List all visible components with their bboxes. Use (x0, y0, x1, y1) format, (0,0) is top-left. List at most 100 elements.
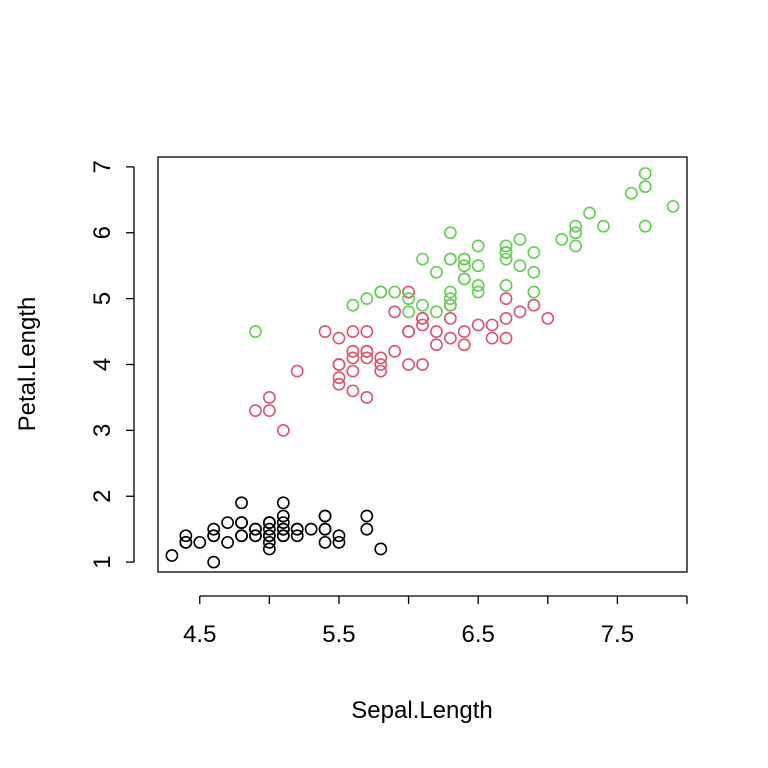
scatter-point (249, 529, 262, 543)
scatter-point (276, 522, 290, 536)
scatter-point (318, 509, 332, 523)
scatter-point (499, 311, 513, 325)
scatter-point (499, 331, 513, 345)
scatter-point (527, 285, 541, 299)
scatter-point (332, 358, 346, 371)
scatter-point (527, 265, 541, 279)
scatter-point (499, 252, 513, 266)
scatter-point (443, 331, 457, 345)
scatter-point (262, 391, 276, 404)
scatter-point (471, 259, 485, 273)
scatter-point (360, 391, 374, 404)
scatter-point (276, 423, 290, 437)
scatter-point (179, 529, 193, 543)
scatter-point (262, 516, 276, 529)
scatter-point (471, 279, 485, 292)
plot-frame (157, 156, 688, 573)
scatter-point (165, 549, 179, 562)
y-tick-label: 3 (89, 424, 116, 437)
scatter-point (527, 246, 541, 259)
scatter-point (569, 219, 583, 233)
scatter-point (430, 325, 443, 338)
scatter-point (499, 279, 513, 292)
scatter-point (332, 535, 346, 549)
scatter-point (638, 167, 652, 180)
scatter-point (624, 186, 638, 200)
scatter-point (374, 542, 388, 556)
y-tick-label: 7 (89, 160, 116, 173)
scatter-point (276, 509, 290, 523)
y-axis-label: Petal.Length (14, 297, 41, 432)
scatter-point (346, 298, 360, 312)
scatter-point (443, 226, 457, 240)
scatter-point (360, 344, 374, 358)
scatter-point (638, 180, 652, 194)
scatter-point (235, 516, 248, 529)
scatter-point (332, 377, 346, 391)
scatter-point (583, 206, 596, 220)
y-axis: 1 2 3 4 5 6 7 (89, 160, 135, 569)
scatter-point (416, 252, 429, 266)
scatter-point (207, 522, 221, 536)
scatter-point (221, 516, 235, 529)
scatter-point (262, 542, 276, 556)
scatter-point (332, 529, 346, 543)
scatter-point (638, 219, 652, 233)
scatter-point (597, 219, 610, 233)
scatter-point (402, 325, 415, 338)
scatter-point (457, 252, 471, 266)
scatter-point (360, 351, 374, 365)
y-tick-label: 1 (89, 555, 116, 568)
x-tick-label: 7.5 (601, 621, 634, 648)
scatter-point (443, 311, 457, 325)
scatter-point (346, 351, 360, 365)
y-tick-label: 5 (89, 292, 116, 305)
scatter-point (276, 516, 290, 529)
scatter-point (457, 259, 471, 273)
scatter-point (262, 522, 276, 536)
scatter-point (402, 358, 415, 371)
scatter-point (304, 522, 318, 536)
scatter-point (346, 364, 360, 378)
scatter-point (402, 292, 415, 306)
scatter-point (374, 351, 388, 365)
scatter-point (416, 318, 429, 332)
scatter-point (485, 331, 499, 345)
scatter-point (193, 535, 207, 549)
scatter-point (416, 358, 429, 371)
x-tick-label: 5.5 (322, 621, 355, 648)
scatter-point (262, 404, 276, 418)
scatter-point (346, 384, 360, 398)
scatter-point (318, 325, 332, 338)
scatter-point (443, 292, 457, 306)
scatter-point (262, 529, 276, 543)
scatter-point (430, 338, 443, 352)
scatter-point (541, 311, 555, 325)
scatter-point (416, 298, 429, 312)
scatter-point (360, 292, 374, 306)
scatter-point (221, 535, 235, 549)
scatter-point (207, 529, 221, 543)
scatter-point (402, 305, 415, 319)
scatter-point (527, 298, 541, 312)
scatter-point (374, 358, 388, 371)
scatter-point (513, 232, 527, 246)
scatter-point (290, 364, 304, 378)
scatter-point (388, 305, 402, 319)
scatter-point (430, 265, 443, 279)
scatter-point (276, 529, 290, 543)
scatter-point (499, 246, 513, 259)
x-tick-label: 4.5 (183, 621, 216, 648)
scatter-point (332, 371, 346, 385)
scatter-point (346, 344, 360, 358)
x-axis-label: Sepal.Length (351, 697, 492, 724)
scatter-point (457, 272, 471, 286)
scatter-point (332, 331, 346, 345)
scatter-point (276, 496, 290, 510)
points-layer (165, 167, 680, 569)
scatter-point (457, 325, 471, 338)
y-tick-label: 4 (89, 358, 116, 371)
scatter-point (318, 522, 332, 536)
scatter-point (262, 535, 276, 549)
